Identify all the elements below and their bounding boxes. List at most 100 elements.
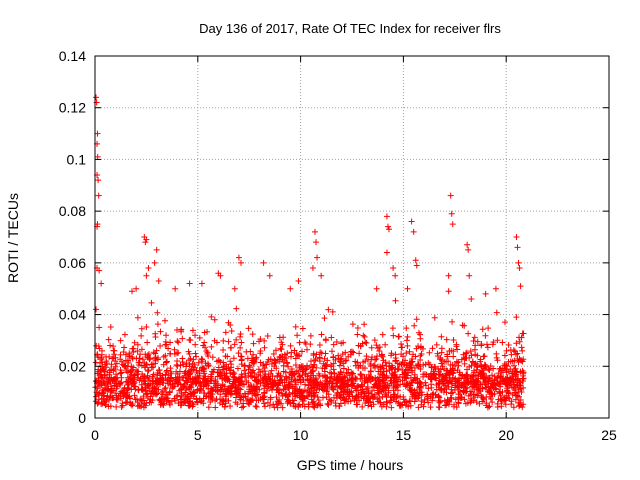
data-point	[330, 341, 337, 348]
data-point	[163, 332, 170, 339]
data-point	[291, 376, 298, 383]
data-point	[315, 397, 322, 404]
data-point	[512, 390, 519, 397]
data-point	[471, 346, 478, 353]
data-point	[189, 379, 196, 386]
data-point	[330, 353, 337, 360]
data-point	[321, 368, 328, 375]
data-point	[289, 372, 296, 379]
data-point	[342, 374, 349, 381]
data-point	[296, 386, 303, 393]
data-point	[118, 369, 125, 376]
y-tick-label: 0.08	[59, 203, 86, 219]
data-point	[397, 393, 404, 400]
data-point	[517, 283, 524, 290]
data-point	[463, 349, 470, 356]
data-point	[485, 383, 492, 390]
data-point	[96, 379, 103, 386]
data-point	[413, 345, 420, 352]
data-point	[516, 403, 523, 410]
data-point	[141, 363, 148, 370]
data-point	[373, 353, 380, 360]
data-point	[321, 355, 328, 362]
data-point	[461, 355, 468, 362]
data-point	[140, 393, 147, 400]
data-point	[373, 342, 380, 349]
data-point	[426, 349, 433, 356]
data-point	[97, 372, 104, 378]
data-point	[277, 345, 284, 352]
data-point	[502, 401, 509, 408]
data-point	[296, 401, 303, 408]
data-point	[299, 363, 306, 370]
data-point	[143, 324, 150, 331]
data-point	[444, 396, 451, 403]
data-point	[221, 403, 228, 410]
data-point	[205, 375, 212, 382]
data-point	[485, 366, 492, 373]
data-point	[495, 380, 502, 387]
data-point	[498, 403, 505, 410]
data-point	[484, 344, 491, 351]
data-point	[280, 368, 287, 375]
data-point	[325, 401, 332, 408]
data-point	[142, 239, 149, 246]
data-point	[194, 399, 201, 406]
data-point	[391, 377, 398, 384]
data-point	[298, 348, 305, 355]
data-point	[249, 331, 256, 338]
data-point	[456, 369, 463, 376]
data-point	[167, 382, 174, 389]
data-point	[171, 397, 178, 404]
data-point	[308, 358, 315, 365]
data-point	[513, 314, 520, 321]
y-tick-label: 0.06	[59, 255, 86, 271]
data-point	[443, 358, 450, 365]
data-point	[166, 350, 173, 357]
data-point	[95, 177, 102, 184]
data-point	[249, 357, 256, 364]
data-point	[320, 360, 327, 367]
data-point	[511, 357, 518, 364]
data-point	[357, 375, 364, 382]
data-point	[416, 390, 423, 397]
data-point	[205, 385, 212, 392]
data-point	[172, 285, 179, 292]
data-point	[149, 378, 156, 385]
data-point	[309, 367, 316, 374]
data-point	[365, 356, 372, 363]
data-point	[516, 265, 523, 272]
data-point	[153, 391, 160, 398]
data-point	[98, 390, 105, 397]
data-point	[195, 359, 202, 366]
data-point	[401, 370, 408, 377]
data-point	[319, 394, 326, 401]
data-point	[255, 371, 262, 378]
data-point	[231, 374, 238, 381]
data-point	[400, 396, 407, 403]
data-point	[381, 387, 388, 394]
data-point	[193, 396, 200, 403]
data-point	[220, 347, 227, 354]
data-point	[108, 361, 115, 368]
data-point	[402, 367, 409, 374]
data-point	[329, 308, 336, 315]
data-point	[485, 325, 492, 332]
data-point	[281, 382, 288, 389]
data-point	[357, 342, 364, 349]
data-point	[449, 365, 456, 372]
data-point	[412, 353, 419, 360]
data-point	[131, 392, 138, 399]
data-point	[105, 376, 112, 383]
data-point	[247, 388, 254, 395]
data-point	[514, 244, 521, 251]
data-point	[150, 371, 157, 378]
data-point	[471, 334, 478, 341]
data-point	[437, 356, 444, 363]
data-point	[374, 396, 381, 403]
data-point	[498, 396, 505, 403]
data-point	[388, 404, 395, 411]
data-point	[118, 374, 125, 381]
data-point	[353, 395, 360, 402]
y-axis-label: ROTI / TECUs	[5, 193, 21, 283]
